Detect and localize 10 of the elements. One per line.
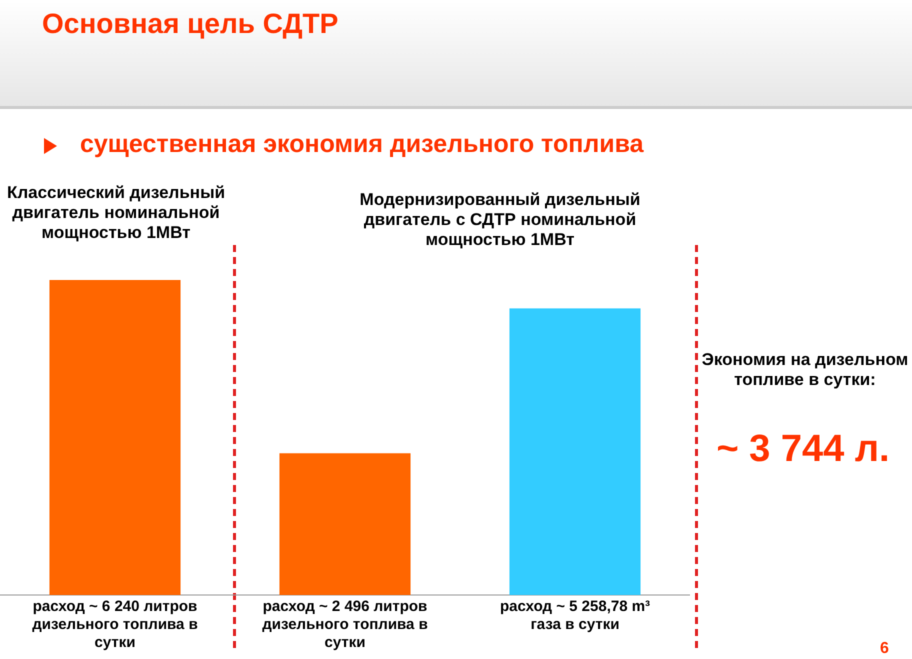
text: 6: [880, 640, 889, 658]
text: Модернизированный дизельный двигатель с СДТР номинальной мощностью 1МВт: [358, 190, 642, 250]
chart-title: Основная цель СДТР: [42, 8, 338, 40]
x-tick-label: расход ~ 5 258,78 m³ газа в сутки: [500, 598, 650, 634]
text: Экономия на дизельном топливе в сутки:: [700, 350, 910, 390]
x-tick-label: расход ~ 6 240 литров дизельного топлива в сутки: [32, 598, 198, 652]
text: Классический дизельный двигатель номинальной мощностью 1МВт: [6, 183, 226, 243]
x-tick-label: расход ~ 2 496 литров дизельного топлива в сутки: [262, 598, 428, 652]
chart-subtitle: существенная экономия дизельного топлива: [80, 130, 644, 159]
text: ~ 3 744 л.: [715, 428, 891, 471]
